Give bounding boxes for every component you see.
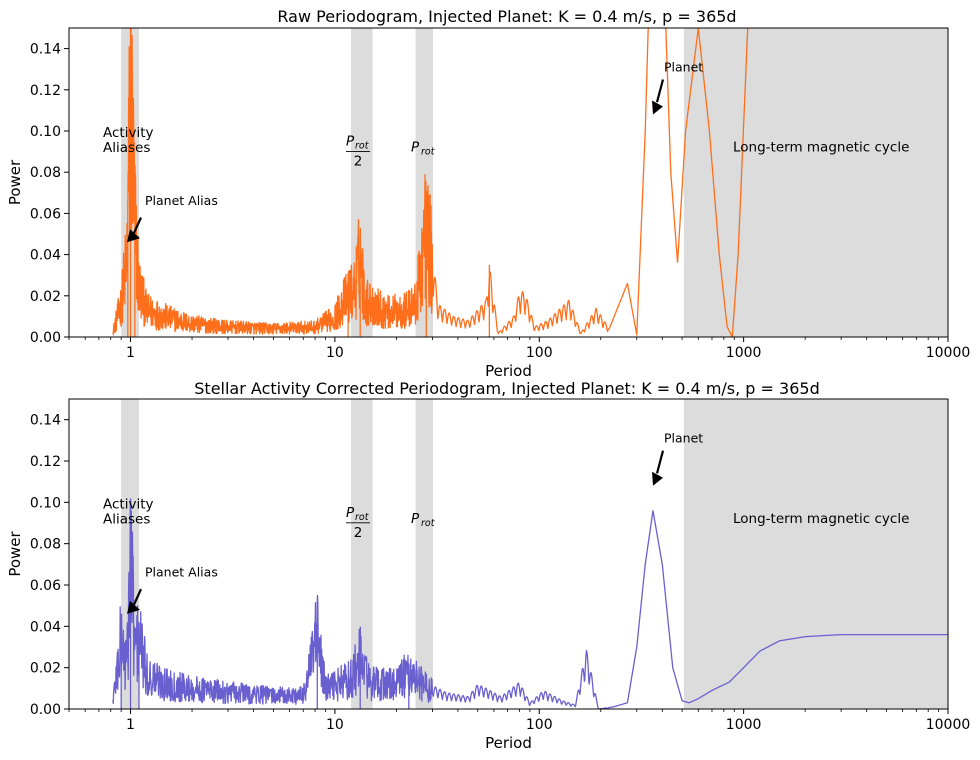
x-axis: 1 10 100 1000 10000 (68, 337, 971, 361)
y-tick-label: 0.02 (30, 289, 61, 305)
x-tick-label: 1 (126, 345, 135, 361)
planet-arrowhead (652, 100, 663, 115)
x-axis: 1 10 100 1000 10000 (68, 709, 971, 733)
x-tick-label: 10000 (926, 717, 971, 733)
y-tick-label: 0.08 (30, 537, 61, 553)
shaded-band-3 (683, 28, 948, 337)
activity-aliases-label: Aliases (103, 140, 150, 156)
y-tick-label: 0.04 (30, 248, 61, 264)
y-axis-label: Power (6, 530, 24, 576)
y-tick-label: 0.14 (30, 42, 61, 58)
planet-alias-arrowhead (127, 229, 140, 243)
planet-alias-arrow-shaft (132, 217, 143, 234)
y-axis: 0.00 0.02 0.04 0.06 0.08 0.10 0.12 0.14 (30, 42, 69, 346)
panel-title: Raw Periodogram, Injected Planet: K = 0.… (277, 7, 736, 26)
planet-alias-label: Planet Alias (145, 565, 218, 580)
axes-frame (68, 398, 949, 710)
x-tick-label: 10 (326, 345, 344, 361)
p-rot-symbol: P (411, 139, 420, 155)
y-tick-label: 0.08 (30, 165, 61, 181)
planet-alias-arrowhead (127, 600, 140, 614)
x-axis-label: Period (485, 734, 532, 752)
p-rot-half-denominator: 2 (354, 525, 363, 541)
p-rot-half-symbol: P (346, 505, 355, 521)
y-tick-label: 0.12 (30, 454, 61, 470)
planet-alias-arrow-shaft (132, 588, 143, 606)
x-tick-label: 10 (326, 717, 344, 733)
y-tick-label: 0.12 (30, 83, 61, 99)
p-rot-half-subscript: rot (355, 512, 370, 523)
x-tick-label: 1 (126, 717, 135, 733)
y-tick-label: 0.14 (30, 413, 61, 429)
shaded-band-2 (415, 399, 433, 709)
p-rot-subscript: rot (421, 518, 436, 529)
y-tick-label: 0.00 (30, 702, 61, 718)
p-rot-subscript: rot (421, 146, 436, 157)
p-rot-half-symbol: P (346, 133, 355, 149)
planet-label: Planet (664, 59, 703, 74)
planet-arrow-shaft (655, 79, 665, 103)
y-tick-label: 0.10 (30, 495, 61, 511)
y-tick-label: 0.06 (30, 578, 61, 594)
x-tick-label: 100 (526, 717, 553, 733)
shaded-band-1 (351, 399, 373, 709)
y-tick-label: 0.10 (30, 124, 61, 140)
raw-periodogram-panel: Raw Periodogram, Injected Planet: K = 0.… (6, 7, 971, 380)
corrected-periodogram-panel: Stellar Activity Corrected Periodogram, … (6, 379, 970, 752)
y-tick-label: 0.02 (30, 661, 61, 677)
planet-arrowhead (652, 471, 663, 486)
panel-title: Stellar Activity Corrected Periodogram, … (194, 379, 819, 398)
planet-arrow-shaft (655, 450, 665, 474)
long-term-cycle-label: Long-term magnetic cycle (733, 511, 909, 527)
y-tick-label: 0.04 (30, 619, 61, 635)
activity-aliases-label: Aliases (103, 512, 150, 528)
x-tick-label: 100 (526, 345, 553, 361)
p-rot-symbol: P (411, 511, 420, 527)
activity-aliases-label: Activity (103, 497, 154, 513)
p-rot-half-denominator: 2 (354, 153, 363, 169)
axes-frame (68, 27, 949, 338)
x-tick-label: 10000 (926, 345, 971, 361)
shaded-bands (121, 399, 948, 709)
p-rot-half-subscript: rot (355, 140, 370, 151)
x-tick-label: 1000 (726, 717, 762, 733)
x-tick-label: 1000 (726, 345, 762, 361)
shaded-band-3 (683, 399, 948, 709)
activity-aliases-label: Activity (103, 125, 154, 141)
planet-alias-label: Planet Alias (145, 193, 218, 208)
y-tick-label: 0.06 (30, 206, 61, 222)
shaded-bands (121, 28, 948, 337)
y-axis: 0.00 0.02 0.04 0.06 0.08 0.10 0.12 0.14 (30, 413, 69, 718)
y-tick-label: 0.00 (30, 330, 61, 346)
planet-label: Planet (664, 430, 703, 445)
long-term-cycle-label: Long-term magnetic cycle (733, 139, 909, 155)
x-axis-label: Period (485, 362, 532, 380)
y-axis-label: Power (6, 159, 24, 205)
periodogram-line (112, 28, 749, 337)
